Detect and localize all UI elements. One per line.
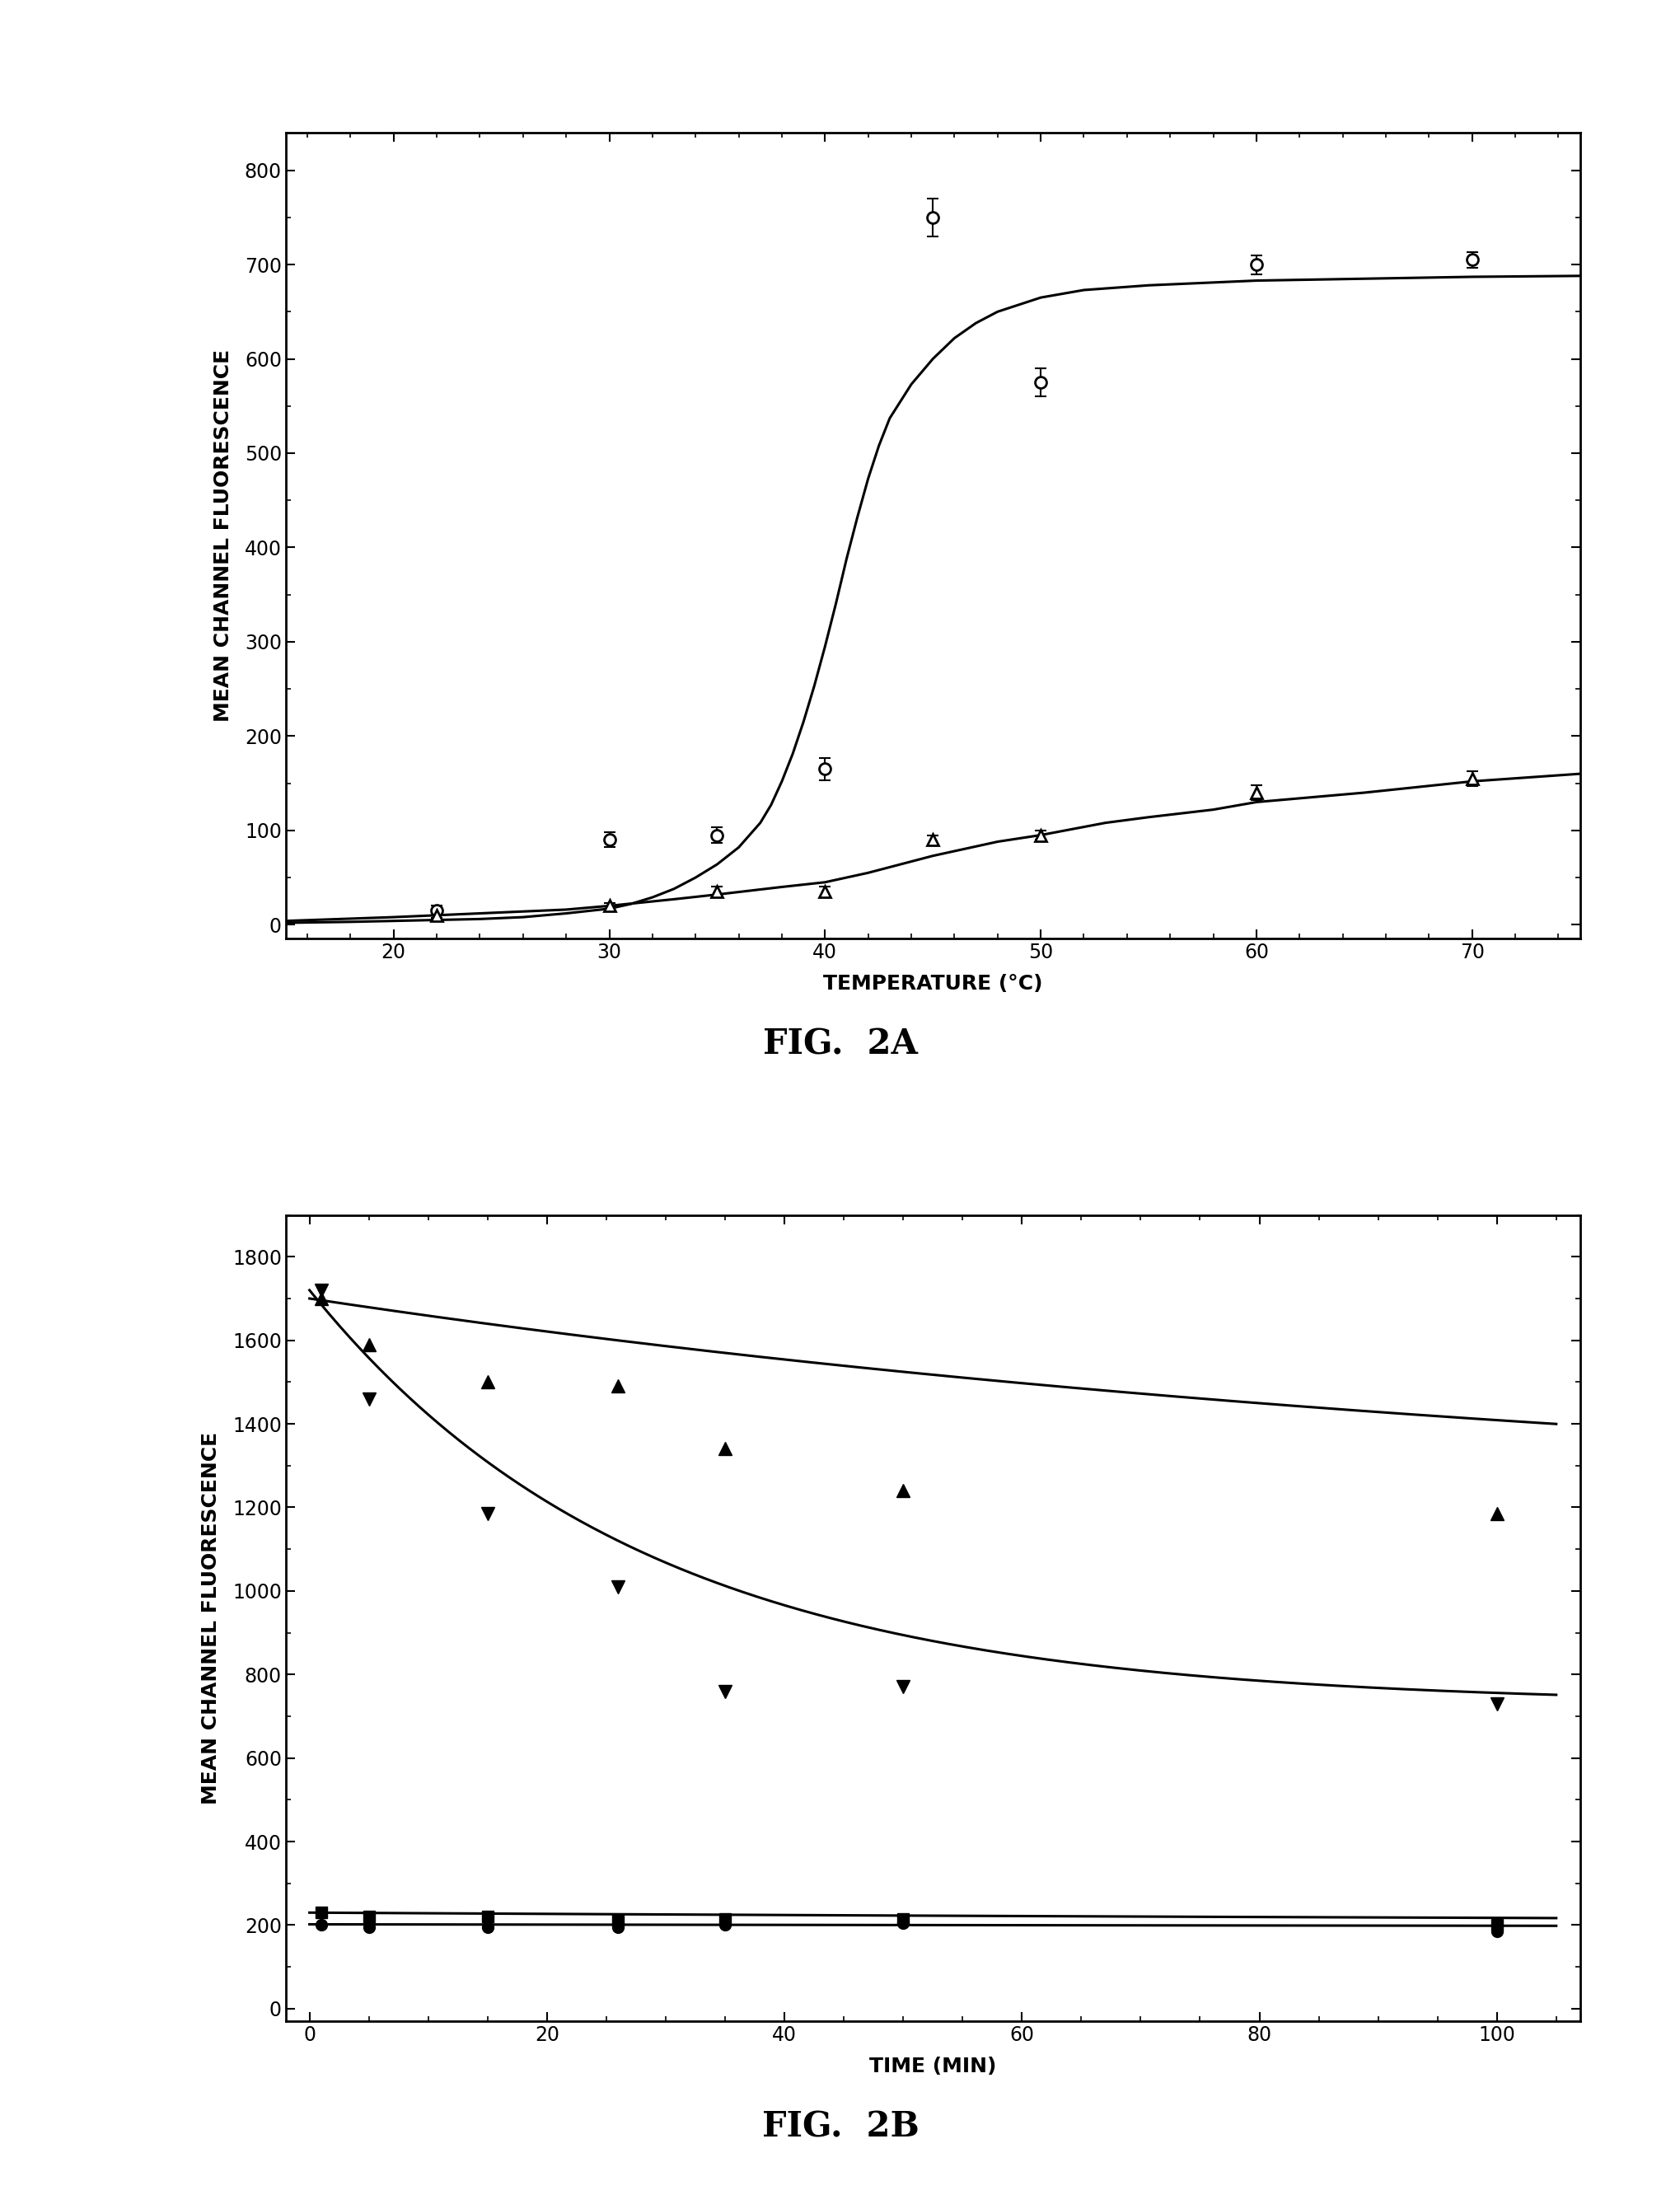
Y-axis label: MEAN CHANNEL FLUORESCENCE: MEAN CHANNEL FLUORESCENCE [213,349,234,722]
X-axis label: TEMPERATURE (°C): TEMPERATURE (°C) [823,974,1042,994]
Y-axis label: MEAN CHANNEL FLUORESCENCE: MEAN CHANNEL FLUORESCENCE [202,1431,220,1805]
X-axis label: TIME (MIN): TIME (MIN) [869,2057,996,2076]
Text: FIG.  2B: FIG. 2B [761,2110,919,2145]
Text: FIG.  2A: FIG. 2A [763,1027,917,1063]
